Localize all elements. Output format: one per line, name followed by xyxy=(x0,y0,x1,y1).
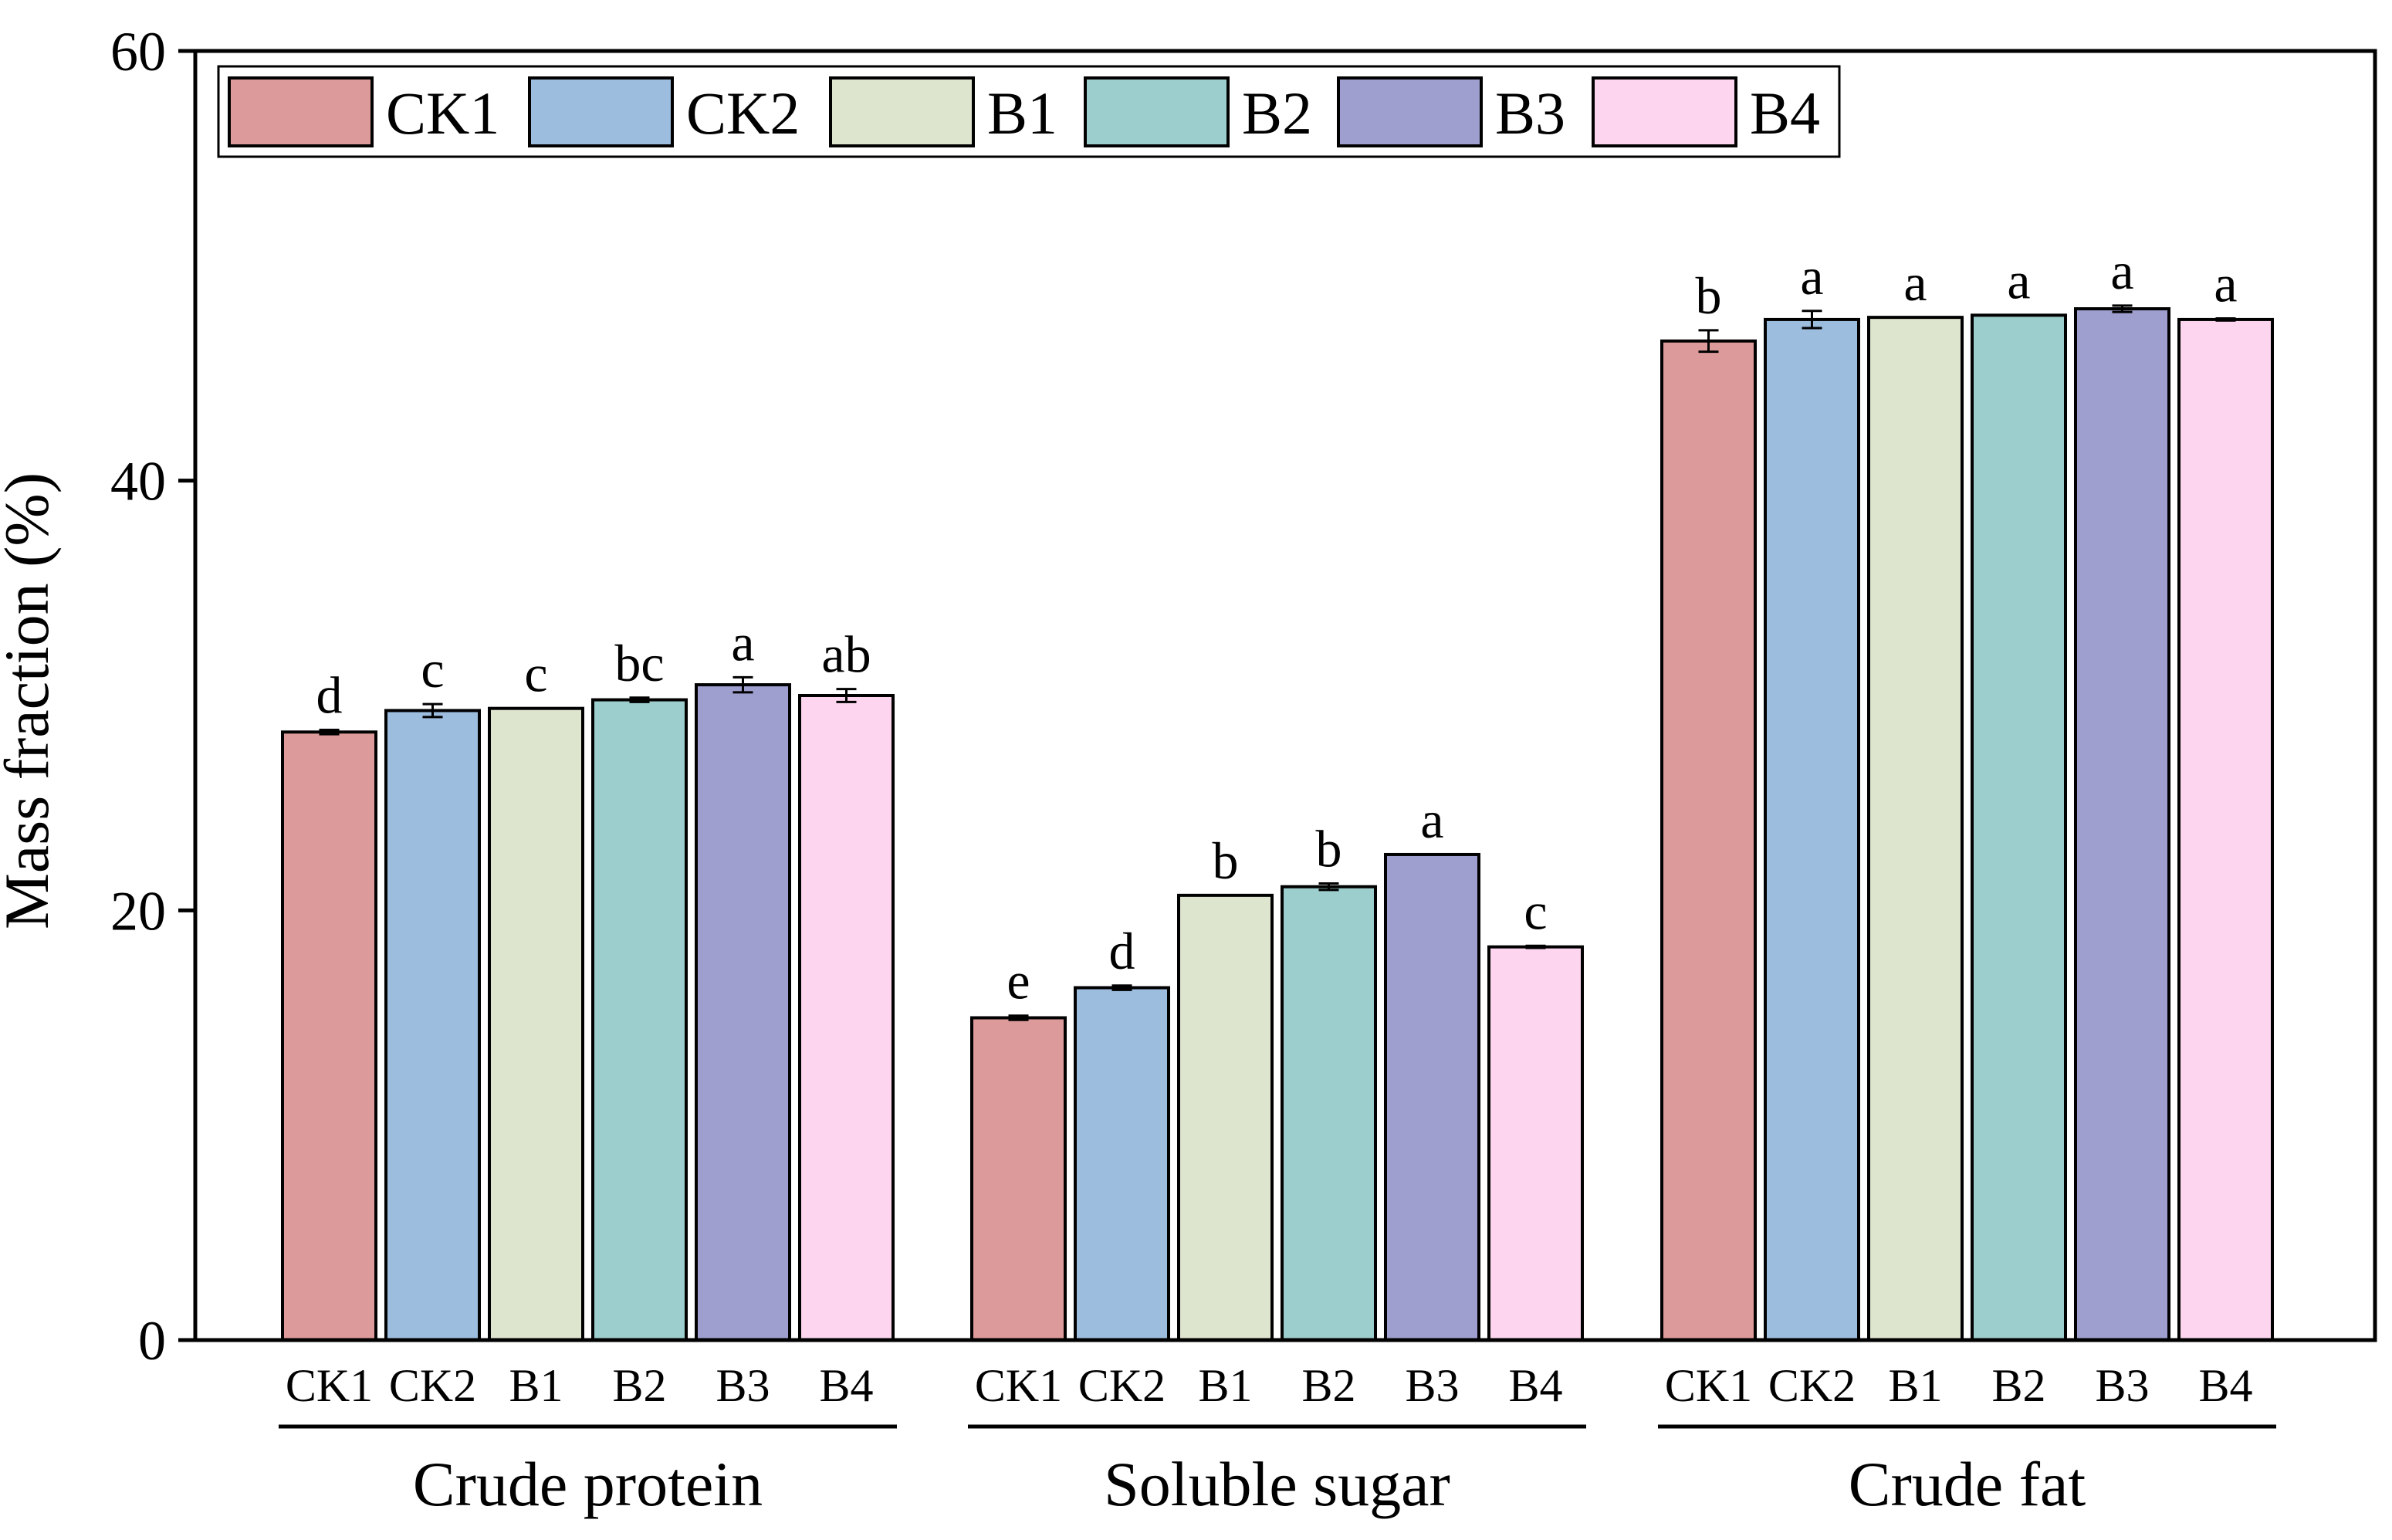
legend-swatch-b2 xyxy=(1084,76,1230,147)
bar-b4-group1 xyxy=(798,694,895,1342)
x-tick-label: CK1 xyxy=(975,1360,1062,1411)
significance-letter: b xyxy=(1696,266,1722,325)
x-tick-label: B4 xyxy=(819,1360,873,1411)
bar-b3-group1 xyxy=(695,683,791,1342)
x-tick-label: B3 xyxy=(2095,1360,2149,1411)
significance-letter: d xyxy=(316,666,343,725)
x-tick-label: B4 xyxy=(1508,1360,1562,1411)
legend-swatch-b4 xyxy=(1592,76,1737,147)
significance-letters: d c c bc a ab e d b b a c b a a a a a xyxy=(316,242,2238,1010)
significance-letter: a xyxy=(1903,253,1927,312)
bars xyxy=(281,304,2274,1342)
significance-letter: bc xyxy=(614,634,664,692)
significance-letter: d xyxy=(1109,922,1135,980)
x-tick-label: CK1 xyxy=(286,1360,373,1411)
x-tick-label: CK2 xyxy=(1078,1360,1166,1411)
significance-letter: b xyxy=(1213,831,1239,890)
x-tick-label: B1 xyxy=(509,1360,563,1411)
legend-swatch-ck2 xyxy=(528,76,674,147)
legend-label: B4 xyxy=(1750,80,1820,147)
x-tick-label: B2 xyxy=(1991,1360,2045,1411)
plot-frame xyxy=(193,49,2377,1342)
x-tick-label: B2 xyxy=(612,1360,666,1411)
bar-b2-group3 xyxy=(1971,313,2067,1342)
y-tick-label: 60 xyxy=(110,21,166,83)
significance-letter: a xyxy=(2007,251,2030,310)
bar-ck1-group3 xyxy=(1660,339,1757,1342)
legend-box xyxy=(217,65,1841,158)
bar-ck1-group1 xyxy=(281,730,377,1342)
x-tick-label: CK1 xyxy=(1665,1360,1752,1411)
legend-label: B3 xyxy=(1495,80,1565,147)
x-tick-label: CK2 xyxy=(1768,1360,1856,1411)
significance-letter: ab xyxy=(821,625,871,684)
significance-letter: a xyxy=(2214,255,2237,313)
x-tick-label: B2 xyxy=(1301,1360,1355,1411)
bar-b4-group3 xyxy=(2177,317,2274,1342)
significance-letter: c xyxy=(524,645,547,703)
bar-b1-group1 xyxy=(488,706,584,1342)
significance-letter: a xyxy=(1420,790,1443,849)
bar-b1-group3 xyxy=(1867,316,1964,1342)
significance-letter: a xyxy=(1800,247,1823,306)
legend: CK1 CK2 B1 B2 B3 B4 xyxy=(217,65,1841,158)
legend-label: B2 xyxy=(1242,80,1312,147)
bar-ck2-group2 xyxy=(1074,986,1170,1342)
x-tick-label: B1 xyxy=(1888,1360,1942,1411)
x-tick-label: B1 xyxy=(1198,1360,1252,1411)
x-axis: CK1 CK2 B1 B2 B3 B4 Crude protein CK1 CK2 B1 B2 B3 B… xyxy=(279,1360,2276,1519)
significance-letter: a xyxy=(2110,242,2133,300)
significance-letter: a xyxy=(731,613,754,672)
group-label: Crude fat xyxy=(1849,1449,2086,1519)
bar-b3-group2 xyxy=(1384,852,1480,1342)
legend-label: CK1 xyxy=(386,80,499,147)
legend-label: B1 xyxy=(987,80,1057,147)
significance-letter: c xyxy=(421,640,444,699)
legend-swatch-b1 xyxy=(829,76,975,147)
y-axis-title: Mass fraction (%) xyxy=(0,472,62,929)
legend-label: CK2 xyxy=(686,80,800,147)
legend-swatch-ck1 xyxy=(228,76,374,147)
legend-swatch-b3 xyxy=(1337,76,1483,147)
y-tick-label: 20 xyxy=(110,880,166,942)
group-label: Soluble sugar xyxy=(1104,1449,1450,1519)
y-axis: 0 20 40 60 xyxy=(110,21,195,1372)
bar-ck2-group3 xyxy=(1764,317,1860,1342)
group-label: Crude protein xyxy=(413,1449,763,1519)
bar-b1-group2 xyxy=(1177,893,1274,1342)
significance-letter: c xyxy=(1524,882,1547,940)
bar-b2-group1 xyxy=(591,698,688,1342)
significance-letter: e xyxy=(1007,952,1030,1010)
bar-ck2-group1 xyxy=(384,709,481,1342)
bar-b2-group2 xyxy=(1281,885,1377,1342)
bar-b3-group3 xyxy=(2074,307,2170,1342)
x-tick-label: B4 xyxy=(2198,1360,2252,1411)
significance-letter: b xyxy=(1316,820,1342,878)
x-tick-label: CK2 xyxy=(389,1360,476,1411)
x-tick-label: B3 xyxy=(1405,1360,1459,1411)
bar-b4-group2 xyxy=(1487,945,1584,1342)
bar-ck1-group2 xyxy=(970,1016,1067,1342)
x-tick-label: B3 xyxy=(716,1360,770,1411)
y-tick-label: 40 xyxy=(110,451,166,513)
y-tick-label: 0 xyxy=(138,1310,166,1372)
